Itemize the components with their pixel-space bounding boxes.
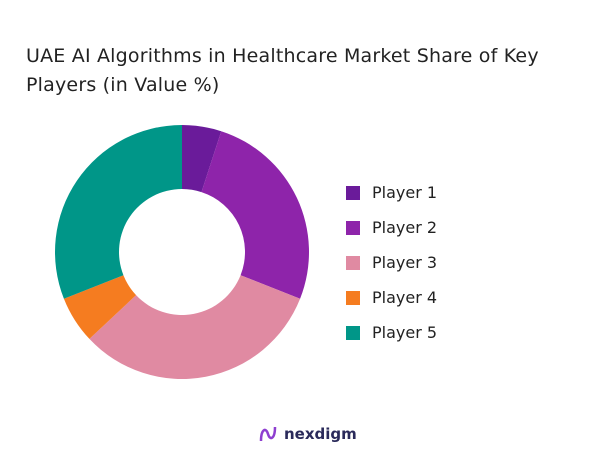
legend-label: Player 2 — [372, 218, 438, 237]
legend-swatch — [346, 255, 360, 270]
legend-label: Player 1 — [372, 183, 438, 202]
legend-item: Player 2 — [346, 210, 437, 245]
nexdigm-logo-icon — [259, 426, 277, 442]
slice-player-1 — [182, 125, 222, 193]
slice-player-3 — [89, 275, 301, 379]
legend-swatch — [346, 325, 360, 340]
chart-title: UAE AI Algorithms in Healthcare Market S… — [26, 45, 539, 96]
legend-label: Player 4 — [372, 288, 438, 307]
slice-player-4 — [63, 275, 137, 339]
legend-item: Player 5 — [346, 315, 437, 350]
legend-item: Player 3 — [346, 245, 437, 280]
legend-item: Player 4 — [346, 280, 437, 315]
legend-label: Player 3 — [372, 253, 438, 272]
legend-item: Player 1 — [346, 175, 437, 210]
legend: Player 1 Player 2 Player 3 Player 4 Player 5 — [346, 175, 437, 350]
brand-name: nexdigm — [284, 425, 357, 443]
brand-logo: nexdigm — [258, 424, 357, 444]
slice-player-5 — [54, 125, 182, 299]
legend-label: Player 5 — [372, 323, 438, 342]
legend-swatch — [346, 185, 360, 200]
legend-swatch — [346, 220, 360, 235]
legend-swatch — [346, 290, 360, 305]
slice-player-2 — [201, 131, 310, 299]
